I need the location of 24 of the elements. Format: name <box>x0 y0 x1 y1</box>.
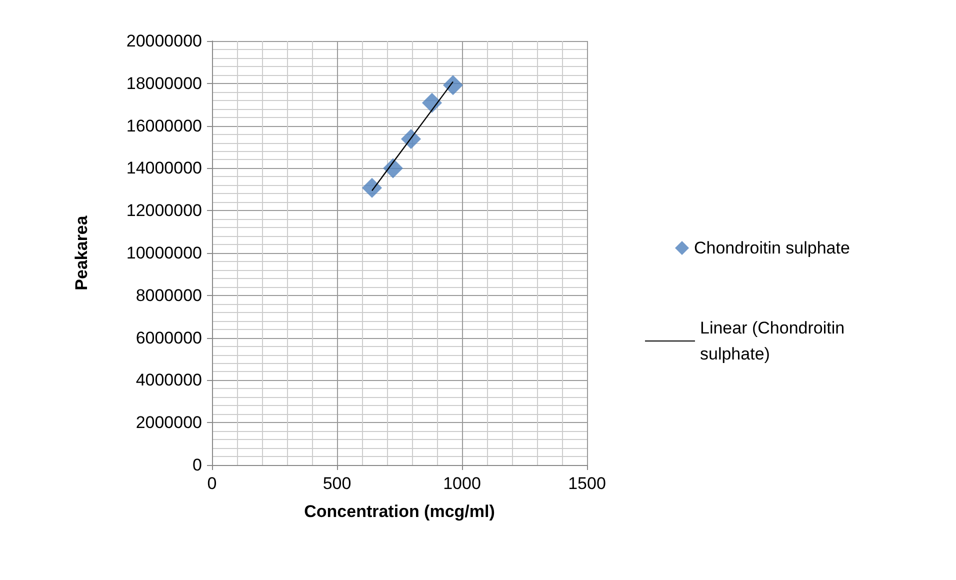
y-tick-label: 14000000 <box>126 158 202 178</box>
y-tick-label: 16000000 <box>126 116 202 136</box>
legend-label: Chondroitin sulphate <box>694 238 850 258</box>
y-tick-label: 8000000 <box>136 286 202 305</box>
y-axis-title: Peakarea <box>72 215 91 290</box>
legend-label: Linear (Chondroitin sulphate) <box>700 318 850 364</box>
x-tick-label: 500 <box>322 474 352 493</box>
y-tick-label: 18000000 <box>126 74 202 93</box>
y-tick-label: 0 <box>192 456 202 474</box>
y-tick-label: 12000000 <box>126 201 202 220</box>
x-tick-label: 1000 <box>443 474 481 493</box>
y-tick-label: 2000000 <box>136 413 202 432</box>
point <box>383 158 403 178</box>
y-tick-label: 6000000 <box>136 328 202 348</box>
x-tick-label: 0 <box>207 474 217 493</box>
y-tick-label: 10000000 <box>126 244 202 262</box>
point <box>362 178 382 198</box>
y-tick-label: 20000000 <box>126 32 202 50</box>
x-tick-label: 1500 <box>568 474 606 493</box>
point <box>422 92 442 113</box>
x-axis-title: Concentration (mcg/ml) <box>304 502 495 521</box>
point <box>443 75 463 96</box>
point <box>401 128 421 149</box>
y-tick-label: 4000000 <box>136 370 202 390</box>
